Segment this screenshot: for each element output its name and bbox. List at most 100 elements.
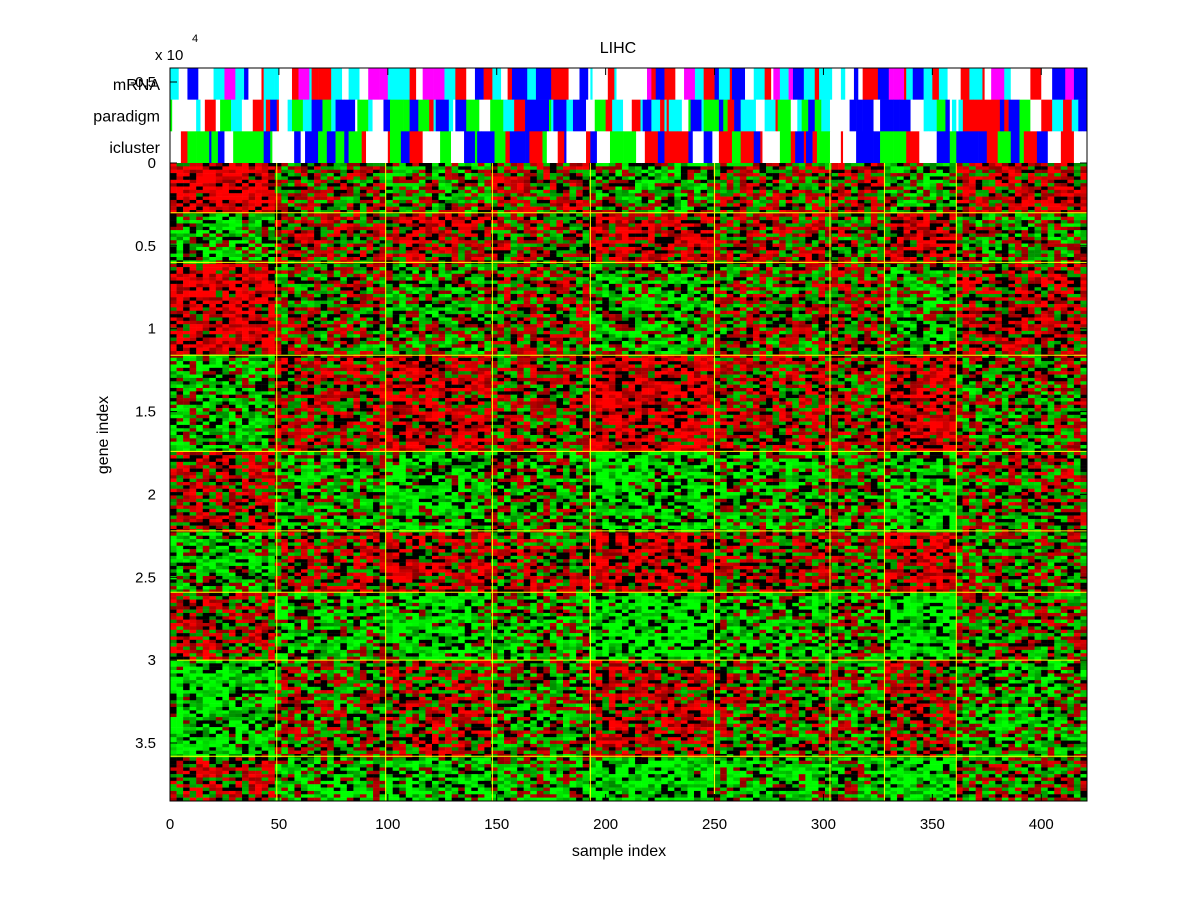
heatmap-cell [471, 183, 479, 187]
heatmap-cell [883, 210, 891, 214]
heatmap-cell [982, 163, 989, 167]
heatmap-cell [563, 193, 570, 197]
heatmap-cell [183, 263, 190, 268]
heatmap-cell [189, 166, 197, 170]
heatmap-cell [307, 163, 315, 167]
heatmap-cell [1034, 203, 1042, 207]
heatmap-cell [235, 233, 243, 238]
heatmap-cell [432, 173, 439, 177]
heatmap-cell [451, 199, 459, 204]
annotation-cell [603, 68, 609, 100]
heatmap-cell [687, 270, 695, 275]
heatmap-cell [451, 236, 459, 241]
annotation-cell [840, 131, 844, 164]
heatmap-cell [811, 233, 819, 238]
heatmap-cell [936, 186, 944, 191]
heatmap-cell [628, 233, 636, 238]
heatmap-cell [170, 186, 177, 191]
heatmap-cell [759, 173, 767, 177]
heatmap-cell [805, 263, 813, 268]
heatmap-cell [438, 199, 446, 204]
heatmap-cell [543, 183, 551, 187]
annotation-cell [291, 99, 297, 132]
heatmap-cell [268, 273, 276, 278]
heatmap-cell [936, 213, 944, 217]
heatmap-cell [602, 169, 610, 174]
heatmap-cell [916, 166, 924, 170]
heatmap-cell [222, 220, 230, 224]
heatmap-cell [916, 220, 924, 224]
heatmap-cell [811, 166, 819, 170]
heatmap-cell [923, 166, 931, 170]
heatmap-cell [327, 267, 334, 271]
track-label-mrna: mRNA [113, 77, 160, 94]
heatmap-cell [903, 257, 911, 261]
annotation-cell [703, 99, 709, 132]
heatmap-cell [890, 206, 898, 211]
heatmap-cell [373, 169, 380, 174]
heatmap-cell [654, 250, 662, 254]
heatmap-cell [445, 189, 452, 194]
heatmap-cell [857, 243, 865, 248]
heatmap-cell [923, 243, 931, 248]
heatmap-cell [700, 193, 708, 197]
heatmap-cell [969, 173, 976, 177]
heatmap-cell [425, 253, 433, 258]
heatmap-cell [831, 250, 839, 254]
heatmap-cell [792, 233, 800, 238]
heatmap-cell [549, 253, 557, 258]
heatmap-cell [661, 226, 669, 231]
heatmap-cell [333, 210, 341, 214]
heatmap-cell [844, 226, 852, 231]
heatmap-cell [1060, 193, 1068, 197]
heatmap-cell [458, 203, 465, 207]
heatmap-cell [857, 203, 865, 207]
heatmap-cell [477, 179, 485, 184]
heatmap-cell [261, 226, 269, 231]
heatmap-cell [359, 193, 367, 197]
heatmap-cell [772, 193, 780, 197]
heatmap-cell [818, 253, 826, 258]
heatmap-cell [916, 263, 924, 268]
heatmap-cell [589, 183, 596, 187]
heatmap-cell [635, 196, 642, 201]
heatmap-cell [242, 196, 249, 201]
annotation-cell [834, 68, 842, 100]
heatmap-cell [615, 193, 623, 197]
heatmap-cell [366, 199, 374, 204]
heatmap-cell [386, 173, 393, 177]
heatmap-cell [340, 270, 348, 275]
heatmap-cell [1021, 213, 1029, 217]
heatmap-cell [988, 240, 996, 244]
heatmap-cell [582, 223, 590, 228]
heatmap-cell [255, 189, 262, 194]
heatmap-cell [589, 246, 596, 251]
annotation-cell [960, 68, 970, 100]
heatmap-cell [307, 169, 315, 174]
annotation-cell [527, 68, 537, 100]
heatmap-cell [517, 203, 524, 207]
annotation-cell [588, 68, 591, 100]
heatmap-cell [307, 263, 315, 268]
annotation-cell [318, 131, 328, 164]
heatmap-cell [517, 210, 524, 214]
heatmap-cell [307, 166, 315, 170]
heatmap-cell [458, 163, 465, 167]
heatmap-cell [484, 199, 492, 204]
heatmap-cell [202, 257, 210, 261]
heatmap-cell [228, 163, 236, 167]
heatmap-cell [530, 183, 538, 187]
heatmap-cell [569, 169, 577, 174]
heatmap-cell [641, 173, 649, 177]
heatmap-cell [464, 267, 472, 271]
heatmap-cell [307, 220, 315, 224]
heatmap-cell [477, 233, 485, 238]
heatmap-cell [1008, 236, 1016, 241]
annotation-cell [708, 99, 720, 132]
heatmap-cell [418, 270, 426, 275]
heatmap-cell [877, 263, 885, 268]
heatmap-cell [1054, 169, 1062, 174]
heatmap-cell [202, 243, 210, 248]
heatmap-cell [602, 240, 610, 244]
heatmap-cell [530, 213, 538, 217]
